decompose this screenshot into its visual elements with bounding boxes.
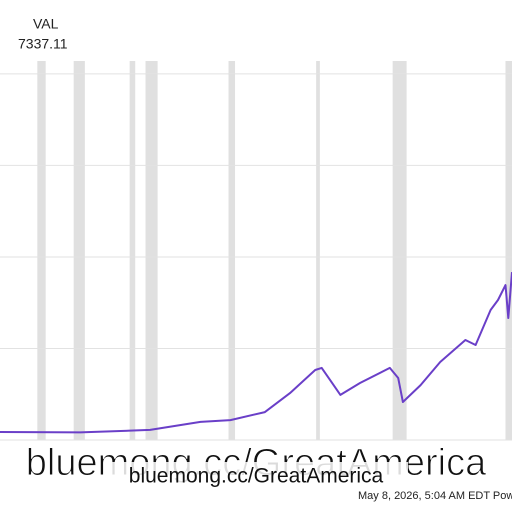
watermark: bluemong.cc/GreatAmerica bbox=[129, 465, 384, 488]
recession-band bbox=[73, 61, 85, 440]
recession-band bbox=[316, 61, 320, 440]
last-value: 7337.11 bbox=[18, 36, 68, 52]
recession-band bbox=[37, 61, 46, 440]
recession-band bbox=[145, 61, 158, 440]
recession-band bbox=[228, 61, 236, 440]
recession-band bbox=[505, 61, 512, 440]
overlay: bluemong.cc/GreatAmerica bluemong.cc/Gre… bbox=[25, 442, 512, 502]
watermark-bg bbox=[104, 462, 408, 490]
recession-band bbox=[129, 61, 136, 440]
recession-band bbox=[392, 61, 407, 440]
footer: May 8, 2026, 5:04 AM EDT Pow bbox=[358, 490, 512, 502]
plot-area bbox=[0, 61, 512, 441]
data-line bbox=[0, 272, 512, 434]
series-label: VAL bbox=[33, 16, 59, 32]
